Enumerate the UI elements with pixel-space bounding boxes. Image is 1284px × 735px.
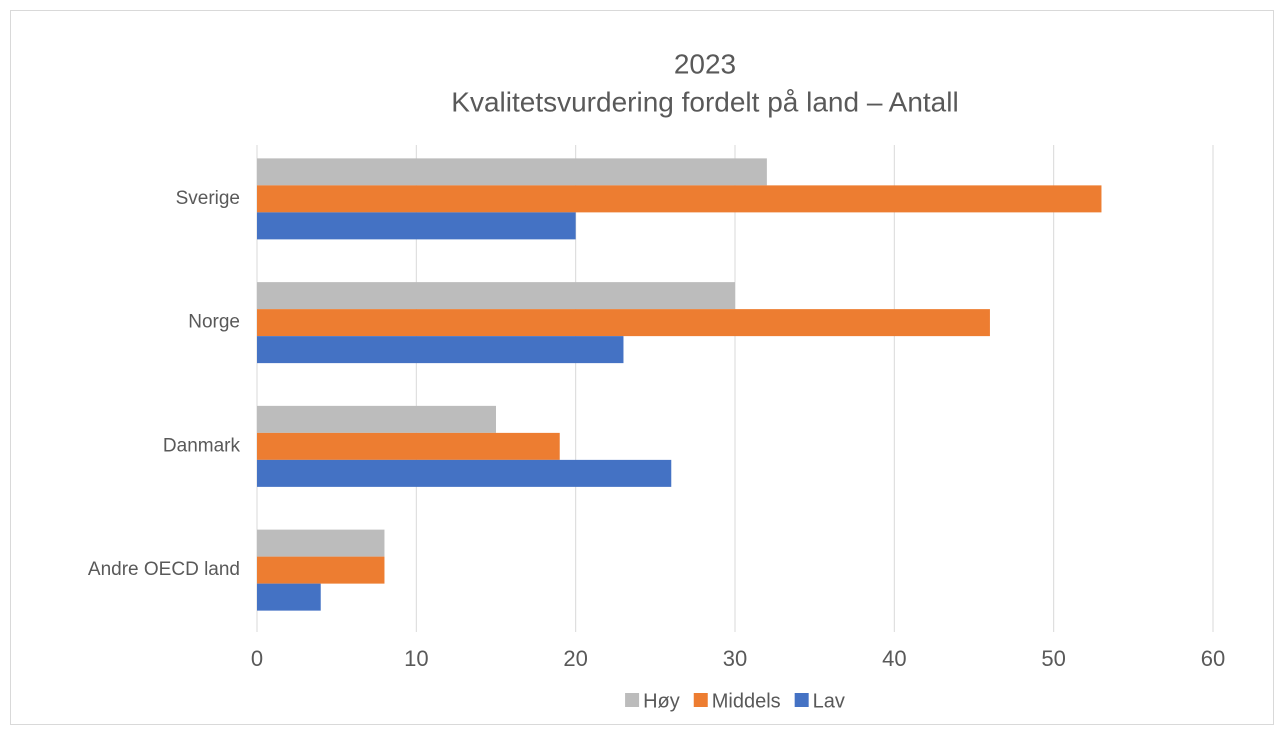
x-tick-label: 0 [251, 646, 263, 671]
legend-swatch [794, 693, 809, 707]
bar [257, 583, 321, 611]
bar [257, 529, 385, 557]
bar [257, 185, 1102, 213]
chart-subtitle: Kvalitetsvurdering fordelt på land – Ant… [451, 86, 958, 117]
y-tick-label: Andre OECD land [88, 559, 240, 580]
legend-swatch [625, 693, 640, 707]
y-tick-label: Sverige [176, 188, 240, 209]
x-tick-label: 30 [723, 646, 747, 671]
x-tick-label: 10 [404, 646, 428, 671]
legend-label: Høy [643, 690, 680, 712]
x-tick-label: 20 [563, 646, 587, 671]
x-tick-label: 60 [1201, 646, 1225, 671]
bar [257, 282, 735, 310]
y-tick-label: Norge [188, 312, 240, 333]
bar [257, 405, 496, 433]
bar [257, 432, 560, 460]
bar [257, 336, 624, 364]
bar [257, 158, 767, 186]
bar [257, 556, 385, 584]
chart-title: 2023 [674, 48, 736, 79]
bar [257, 459, 672, 487]
legend-label: Middels [712, 690, 781, 712]
legend-label: Lav [813, 690, 845, 712]
x-tick-label: 50 [1041, 646, 1065, 671]
x-tick-label: 40 [882, 646, 906, 671]
bar [257, 309, 990, 337]
chart-border [10, 10, 1274, 725]
bar [257, 212, 576, 240]
y-tick-label: Danmark [163, 435, 241, 456]
legend-swatch [693, 693, 708, 707]
